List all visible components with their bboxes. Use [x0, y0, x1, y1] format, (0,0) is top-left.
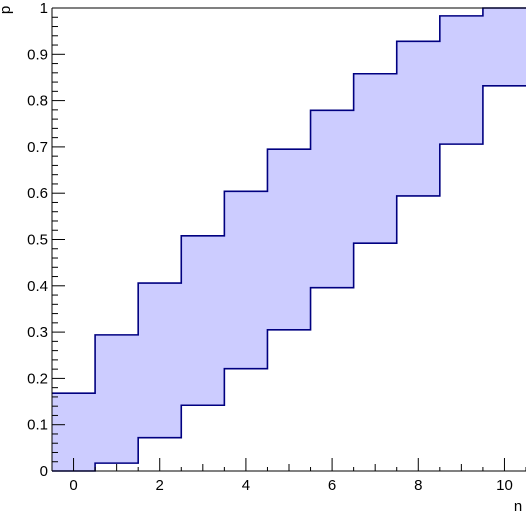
- y-tick-label: 1: [40, 0, 48, 17]
- y-axis: 0 0.1 0.2 0.3 0.4 0.5 0.6 0.7 0.8 0.9 1: [27, 0, 65, 480]
- x-axis: 0 2 4 6 8 10: [51, 458, 526, 494]
- confidence-band: [52, 7, 526, 472]
- y-tick-label: 0.1: [27, 417, 48, 434]
- x-tick-label: 4: [242, 477, 250, 494]
- x-axis-title: n: [514, 498, 522, 515]
- y-tick-label: 0.3: [27, 324, 48, 341]
- x-tick-label: 2: [156, 477, 164, 494]
- band-fill: [52, 8, 526, 471]
- upper-limit-line: [52, 7, 526, 395]
- y-tick-label: 0.6: [27, 185, 48, 202]
- y-axis-title: p: [0, 6, 14, 14]
- y-tick-label: 0.9: [27, 46, 48, 63]
- y-tick-label: 0.5: [27, 232, 48, 249]
- x-tick-label: 0: [69, 477, 77, 494]
- y-tick-label: 0.4: [27, 278, 48, 295]
- y-tick-label: 0: [40, 463, 48, 480]
- y-tick-label: 0.8: [27, 93, 48, 110]
- x-tick-label: 6: [328, 477, 336, 494]
- y-tick-label: 0.2: [27, 370, 48, 387]
- x-tick-label: 10: [496, 477, 513, 494]
- y-tick-label: 0.7: [27, 139, 48, 156]
- lower-limit-line: [52, 84, 526, 472]
- x-tick-label: 8: [414, 477, 422, 494]
